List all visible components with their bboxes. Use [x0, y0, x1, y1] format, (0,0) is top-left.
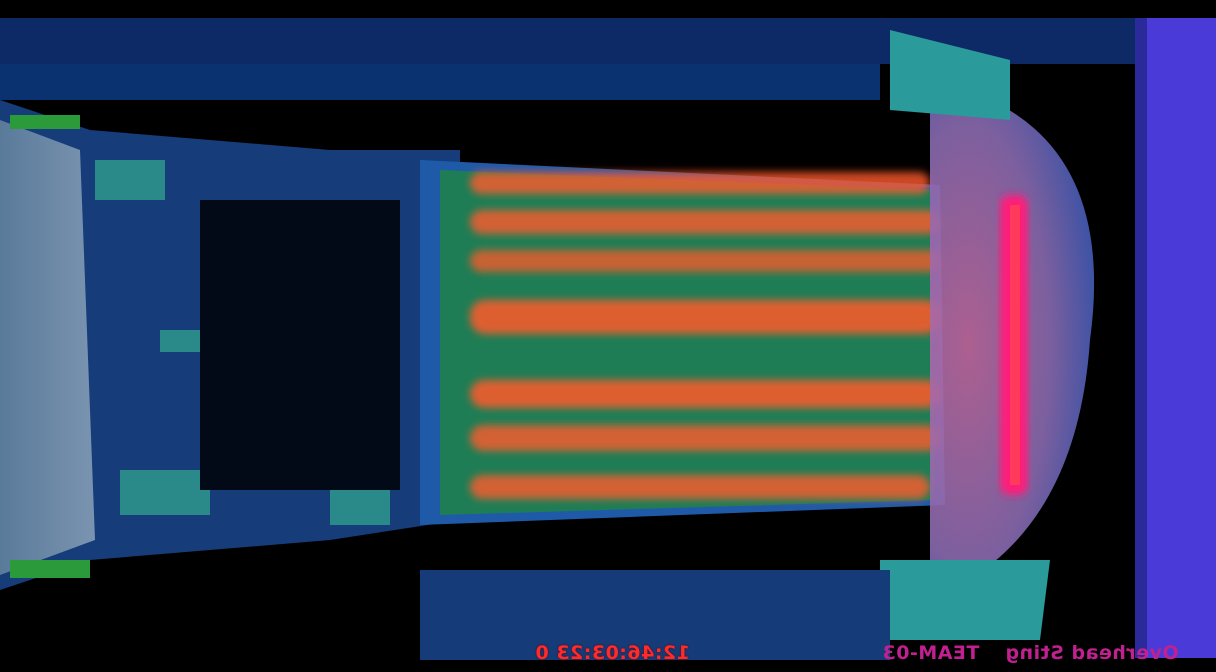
teal-patch-1	[95, 160, 165, 200]
teal-patch-3	[160, 330, 200, 352]
view-label: Overhead Sting	[1005, 642, 1179, 664]
heat-shield-core	[1010, 205, 1020, 485]
teal-patch-2	[120, 470, 210, 515]
unit-label: TEAM-03	[882, 642, 980, 664]
dark-core	[200, 200, 400, 490]
mount-plate-edge	[1135, 18, 1147, 658]
dome-teal-edge-2	[880, 560, 1050, 640]
dome-teal-edge	[890, 30, 1010, 120]
timestamp-label: 12:46:03:23 0	[535, 642, 690, 664]
top-band-2	[0, 64, 880, 100]
lower-teal-1	[330, 490, 390, 525]
tail-highlight	[0, 120, 95, 575]
exhaust-streaks	[470, 172, 940, 499]
mount-plate	[1140, 18, 1216, 658]
green-fleck-2	[10, 560, 90, 578]
green-fleck-1	[10, 115, 80, 129]
base-dome	[900, 80, 1095, 610]
lower-block	[420, 570, 890, 660]
